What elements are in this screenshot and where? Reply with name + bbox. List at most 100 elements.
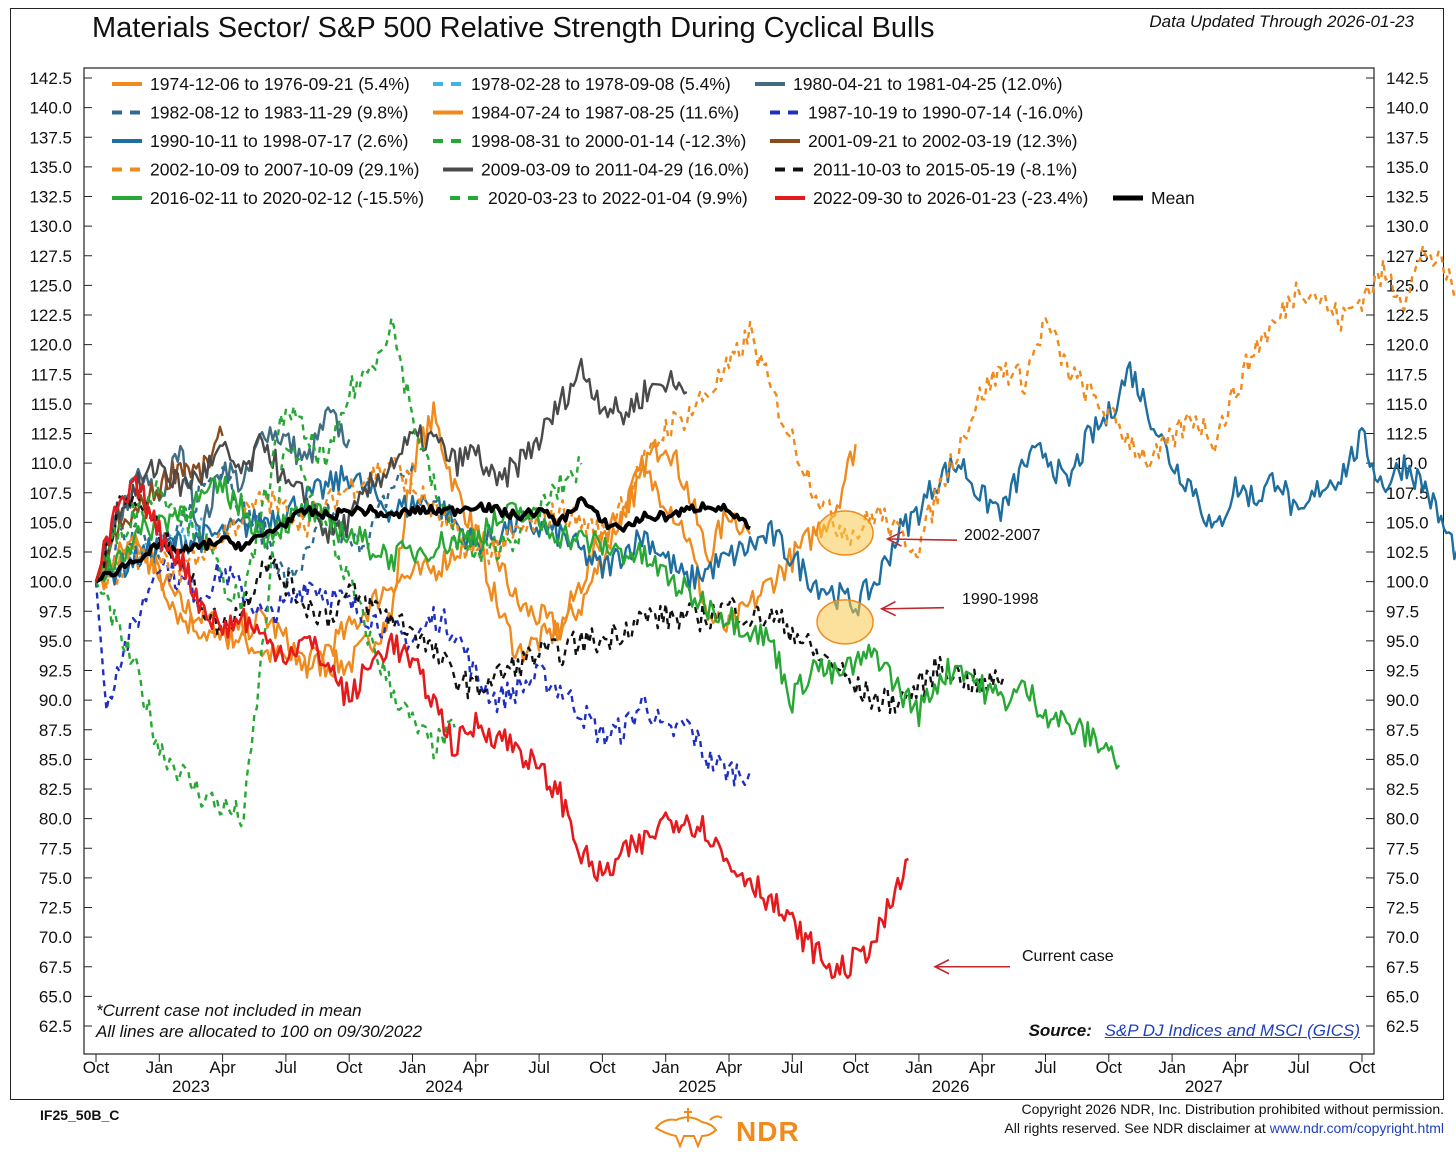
copyright-notice: Copyright 2026 NDR, Inc. Distribution pr… — [1004, 1100, 1444, 1138]
x-tick-label: Jan — [1158, 1058, 1185, 1077]
y-tick-label-left: 115.0 — [31, 395, 72, 414]
series-line-13 — [94, 317, 583, 613]
y-tick-label-left: 130.0 — [29, 217, 72, 236]
y-tick-label-left: 122.5 — [29, 306, 72, 325]
chart-code: IF25_50B_C — [40, 1107, 120, 1123]
legend-label: 2009-03-09 to 2011-04-29 (16.0%) — [481, 160, 749, 180]
y-tick-label-right: 115.0 — [1386, 395, 1427, 414]
x-tick-label: Jan — [399, 1058, 426, 1077]
copyright-line-2: All rights reserved. See NDR disclaimer … — [1004, 1119, 1444, 1138]
x-year-label: 2026 — [932, 1077, 970, 1096]
highlight-ellipse-1990 — [816, 599, 874, 645]
legend-label: 2022-09-30 to 2026-01-23 (-23.4%) — [813, 188, 1088, 208]
legend-label: 1974-12-06 to 1976-09-21 (5.4%) — [150, 74, 410, 94]
legend-label: 1987-10-19 to 1990-07-14 (-16.0%) — [808, 103, 1083, 123]
series-line-7 — [94, 446, 456, 828]
chart-frame — [10, 8, 1444, 1100]
x-tick-label: Apr — [463, 1058, 490, 1077]
annotation-label: 2002-2007 — [964, 527, 1041, 544]
y-tick-label-right: 120.0 — [1386, 336, 1429, 355]
y-tick-label-right: 125.0 — [1386, 276, 1429, 295]
y-tick-label-right: 112.5 — [1386, 425, 1427, 444]
legend-label: 1980-04-21 to 1981-04-25 (12.0%) — [793, 74, 1063, 94]
legend-label: 1990-10-11 to 1998-07-17 (2.6%) — [150, 131, 408, 151]
y-tick-label-left: 75.0 — [39, 869, 72, 888]
y-tick-label-left: 132.5 — [29, 188, 72, 207]
y-tick-label-right: 92.5 — [1386, 662, 1419, 681]
x-tick-label: Oct — [336, 1058, 363, 1077]
series-line-12 — [95, 475, 1121, 770]
x-tick-label: Oct — [842, 1058, 869, 1077]
y-tick-label-right: 135.0 — [1386, 158, 1429, 177]
annotation-label: Current case — [1022, 948, 1114, 965]
y-tick-label-left: 102.5 — [29, 543, 72, 562]
annotation-arrowhead — [879, 600, 897, 617]
x-tick-label: Jan — [905, 1058, 932, 1077]
x-tick-label: Jul — [1035, 1058, 1057, 1077]
series-line-15 — [95, 496, 751, 584]
y-tick-label-right: 82.5 — [1386, 780, 1419, 799]
y-tick-label-right: 95.0 — [1386, 632, 1419, 651]
y-tick-label-left: 140.0 — [29, 99, 72, 118]
y-tick-label-left: 65.0 — [39, 987, 72, 1006]
y-tick-label-right: 75.0 — [1386, 869, 1419, 888]
y-tick-label-right: 130.0 — [1386, 217, 1429, 236]
y-tick-label-left: 72.5 — [39, 899, 72, 918]
annotation-arrowhead — [933, 959, 950, 975]
y-tick-label-left: 77.5 — [39, 839, 72, 858]
legend-label: 1982-08-12 to 1983-11-29 (9.8%) — [150, 103, 408, 123]
source-line: Source: S&P DJ Indices and MSCI (GICS) — [1029, 1021, 1360, 1041]
x-tick-label: Apr — [716, 1058, 743, 1077]
legend-label: 2011-10-03 to 2015-05-19 (-8.1%) — [813, 160, 1077, 180]
logo-text: NDR — [736, 1116, 800, 1147]
y-tick-label-left: 82.5 — [39, 780, 72, 799]
annotation-arrowhead — [885, 531, 903, 547]
footnote-line-1: *Current case not included in mean — [96, 1001, 362, 1020]
y-tick-label-left: 127.5 — [29, 247, 72, 266]
y-tick-label-left: 120.0 — [29, 336, 72, 355]
y-tick-label-right: 90.0 — [1386, 691, 1419, 710]
legend: 1974-12-06 to 1976-09-21 (5.4%) 1978-02-2… — [112, 74, 1195, 208]
legend-label: 1978-02-28 to 1978-09-08 (5.4%) — [471, 74, 731, 94]
y-tick-label-left: 95.0 — [39, 632, 72, 651]
y-tick-label-right: 70.0 — [1386, 928, 1419, 947]
legend-label: 2001-09-21 to 2002-03-19 (12.3%) — [808, 131, 1078, 151]
series-line-5 — [94, 559, 752, 787]
copyright-text: All rights reserved. See NDR disclaimer … — [1004, 1120, 1266, 1136]
series-layer — [94, 245, 1456, 980]
y-tick-label-left: 62.5 — [39, 1017, 72, 1036]
source-link[interactable]: S&P DJ Indices and MSCI (GICS) — [1104, 1021, 1360, 1040]
x-tick-label: Apr — [969, 1058, 996, 1077]
y-tick-label-right: 105.0 — [1386, 513, 1429, 532]
y-tick-label-right: 122.5 — [1386, 306, 1429, 325]
x-year-label: 2024 — [425, 1077, 463, 1096]
y-tick-label-left: 135.0 — [29, 158, 72, 177]
y-tick-label-right: 67.5 — [1386, 958, 1419, 977]
annotation-arrow — [887, 538, 958, 541]
x-tick-label: Apr — [1222, 1058, 1249, 1077]
copyright-line-1: Copyright 2026 NDR, Inc. Distribution pr… — [1021, 1101, 1444, 1117]
legend-label: 1998-08-31 to 2000-01-14 (-12.3%) — [471, 131, 746, 151]
y-tick-label-left: 70.0 — [39, 928, 72, 947]
y-tick-label-left: 137.5 — [29, 128, 72, 147]
legend-label: 2016-02-11 to 2020-02-12 (-15.5%) — [150, 188, 424, 208]
plot-area — [83, 67, 1375, 1055]
x-tick-label: Jan — [146, 1058, 173, 1077]
series-line-9 — [95, 245, 1456, 591]
source-label: Source: — [1028, 1021, 1092, 1040]
x-tick-label: Jul — [528, 1058, 550, 1077]
y-tick-label-right: 72.5 — [1386, 899, 1419, 918]
bull-bear-logo-icon — [654, 1108, 723, 1149]
legend-label: 1984-07-24 to 1987-08-25 (11.6%) — [471, 103, 739, 123]
y-tick-label-left: 90.0 — [39, 691, 72, 710]
y-tick-label-right: 80.0 — [1386, 810, 1419, 829]
y-tick-label-left: 97.5 — [39, 602, 72, 621]
y-tick-label-left: 142.5 — [29, 69, 72, 88]
y-tick-label-left: 85.0 — [39, 750, 72, 769]
y-tick-label-left: 125.0 — [29, 276, 72, 295]
y-tick-label-right: 62.5 — [1386, 1017, 1419, 1036]
y-tick-label-right: 65.0 — [1386, 987, 1419, 1006]
y-tick-label-left: 117.5 — [31, 365, 72, 384]
copyright-link[interactable]: www.ndr.com/copyright.html — [1269, 1120, 1444, 1136]
